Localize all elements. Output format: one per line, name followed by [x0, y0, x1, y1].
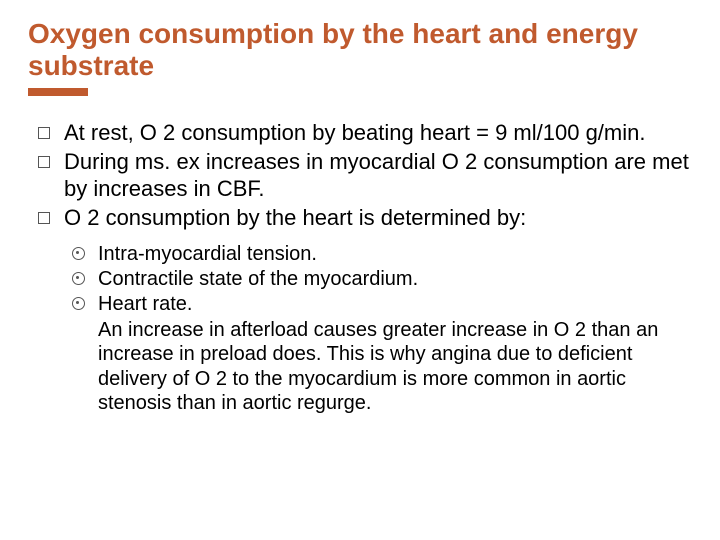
- sub-bullet-list: Intra-myocardial tension. Contractile st…: [64, 242, 692, 416]
- list-item: Intra-myocardial tension.: [70, 242, 692, 266]
- list-item: An increase in afterload causes greater …: [70, 318, 692, 416]
- list-item: During ms. ex increases in myocardial O …: [34, 149, 692, 203]
- bullet-text: During ms. ex increases in myocardial O …: [64, 149, 689, 201]
- list-item: Heart rate.: [70, 292, 692, 316]
- sub-bullet-text: Heart rate.: [98, 293, 192, 315]
- main-bullet-list: At rest, O 2 consumption by beating hear…: [28, 120, 692, 415]
- accent-bar: [28, 88, 88, 96]
- slide-title: Oxygen consumption by the heart and ener…: [28, 18, 692, 82]
- bullet-text: At rest, O 2 consumption by beating hear…: [64, 120, 645, 145]
- sub-bullet-text: Intra-myocardial tension.: [98, 243, 317, 265]
- sub-bullet-text: An increase in afterload causes greater …: [98, 319, 658, 414]
- list-item: At rest, O 2 consumption by beating hear…: [34, 120, 692, 147]
- bullet-text: O 2 consumption by the heart is determin…: [64, 205, 526, 230]
- slide: Oxygen consumption by the heart and ener…: [0, 0, 720, 540]
- sub-bullet-text: Contractile state of the myocardium.: [98, 268, 418, 290]
- list-item: O 2 consumption by the heart is determin…: [34, 205, 692, 416]
- list-item: Contractile state of the myocardium.: [70, 267, 692, 291]
